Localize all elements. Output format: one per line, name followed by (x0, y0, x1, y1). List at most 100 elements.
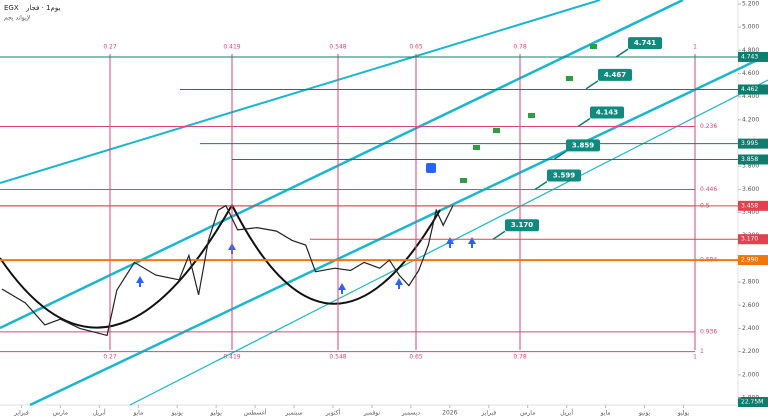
x-tick-label: سبتمبر (284, 410, 302, 417)
price-label-bg (738, 200, 768, 211)
flag (528, 113, 535, 118)
channel-line (0, 0, 601, 184)
y-tick-label: 4.400 (742, 93, 759, 100)
symbol: EGX (4, 4, 19, 12)
flag (473, 145, 480, 150)
x-tick-label: يوليو (677, 410, 690, 417)
target-label: 4.143 (596, 108, 618, 116)
flag (460, 178, 467, 183)
price-label-bg (738, 255, 768, 266)
x-tick-label: 2026 (442, 410, 457, 417)
price-label: 2.990 (741, 257, 758, 264)
fib-price-label: 0.936 (700, 328, 717, 335)
x-tick-label: أغسطس (244, 409, 267, 417)
fib-time-label: 0.27 (103, 44, 117, 51)
x-tick-label: مايو (600, 410, 611, 417)
price-label: 3.995 (741, 140, 758, 147)
y-tick-label: 3.600 (742, 186, 759, 193)
target-pointer (534, 180, 548, 191)
x-tick-label: يوليو (209, 410, 222, 417)
price-label-bg (738, 138, 768, 149)
x-tick-label: نوفمبر (363, 410, 381, 417)
target-box (547, 169, 581, 182)
price-label-bg (738, 84, 768, 95)
up-arrow (446, 237, 454, 248)
flags (460, 44, 597, 183)
fib-price-label: 1 (700, 348, 704, 355)
price-label: 3.458 (741, 202, 758, 209)
fib-time-label: 0.65 (409, 44, 423, 51)
target-box (505, 219, 539, 232)
price-label: 3.170 (741, 236, 758, 243)
x-tick-label: مارس (53, 410, 68, 417)
y-tick-label: 2.600 (742, 302, 759, 309)
target-box (590, 106, 624, 119)
y-tick-label: 1.800 (742, 394, 759, 401)
channel-line (29, 53, 768, 407)
fib-price-label: 0.446 (700, 186, 717, 193)
y-tick-label: 3.400 (742, 209, 759, 216)
target-pointer (615, 48, 629, 58)
price-label: 3.858 (741, 156, 758, 163)
price-label-bg (738, 234, 768, 245)
fib-time-label: 1 (693, 354, 697, 361)
y-tick-label: 2.200 (742, 348, 759, 355)
price-label: 4.743 (741, 53, 758, 60)
channel-line (0, 0, 684, 330)
x-tick-label: أكتوبر (325, 409, 341, 417)
fib-time-label: 0.65 (409, 354, 423, 361)
target-pointer (492, 230, 506, 240)
x-tick-label: مايو (132, 410, 143, 417)
fib-time-label: 1 (693, 44, 697, 51)
y-tick-label: 4.800 (742, 47, 759, 54)
price-line (1, 204, 454, 337)
x-tick-label: فبراير (13, 410, 29, 417)
volume-label-bg (738, 397, 768, 407)
target-label: 4.467 (604, 71, 626, 79)
x-tick-label: فبراير (480, 410, 496, 417)
target-label: 3.170 (511, 221, 533, 229)
y-tick-label: 5.000 (742, 24, 759, 31)
target-box (566, 139, 600, 152)
target-box (628, 37, 662, 50)
flag (493, 128, 500, 133)
y-tick-label: 4.200 (742, 116, 759, 123)
y-tick-label: 2.400 (742, 325, 759, 332)
x-tick-label: يونيو (638, 410, 651, 417)
y-tick-label: 2.800 (742, 279, 759, 286)
up-arrow (395, 278, 403, 289)
y-tick-label: 5.200 (742, 1, 759, 8)
fib-time-label: 0.27 (103, 354, 117, 361)
x-tick-label: أبريل (93, 409, 106, 417)
x-tick-label: مارس (520, 410, 535, 417)
target-box (598, 68, 632, 81)
y-tick-label: 2.000 (742, 371, 759, 378)
flag (590, 44, 597, 49)
icon (426, 163, 436, 173)
fib-time-label: 0.548 (329, 44, 346, 51)
fib-time-label: 0.548 (329, 354, 346, 361)
fib-time-label: 0.419 (223, 44, 240, 51)
target-label: 3.859 (572, 141, 594, 149)
cup-arcs (0, 204, 441, 329)
price-label-bg (738, 51, 768, 62)
y-tick-label: 3.800 (742, 163, 759, 170)
up-arrow (338, 283, 346, 294)
target-pointer (577, 117, 591, 128)
fib-time-label: 0.78 (513, 354, 527, 361)
fib-time-label: 0.419 (223, 354, 240, 361)
target-pointer (585, 80, 599, 90)
target-pointer (553, 150, 567, 161)
up-arrow (468, 237, 476, 248)
fib-time-label: 0.78 (513, 44, 527, 51)
target-label: 4.741 (634, 39, 656, 47)
x-tick-label: أبريل (560, 409, 573, 417)
x-tick-label: يونيو (171, 410, 184, 417)
price-label: 4.462 (741, 86, 758, 93)
arc (231, 204, 441, 305)
y-tick-label: 4.600 (742, 70, 759, 77)
up-arrow (136, 276, 144, 287)
price-label-bg (738, 154, 768, 165)
